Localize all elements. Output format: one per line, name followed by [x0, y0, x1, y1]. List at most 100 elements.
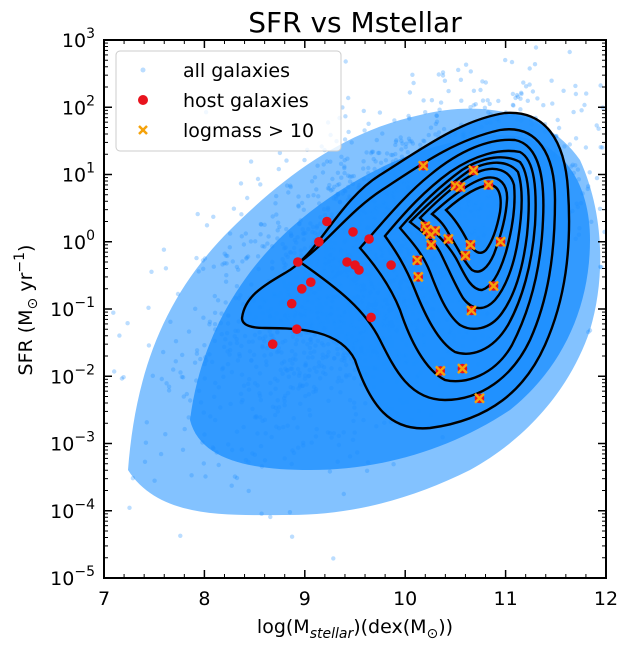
- logmass-point: [483, 179, 494, 191]
- cloud-point: [202, 343, 207, 348]
- cloud-point: [363, 401, 368, 406]
- cloud-point: [313, 343, 318, 348]
- logmass-point: [474, 392, 485, 404]
- logmass-point: [425, 239, 437, 251]
- cloud-point: [250, 451, 255, 456]
- cloud-point: [178, 533, 183, 538]
- cloud-point: [309, 179, 315, 184]
- cloud-point: [232, 474, 238, 479]
- cloud-point: [234, 337, 239, 342]
- cloud-point: [246, 381, 251, 387]
- cloud-point: [296, 203, 301, 208]
- cloud-point: [428, 125, 434, 130]
- contour-level-4: [383, 149, 537, 355]
- cloud-point: [307, 345, 313, 351]
- cloud-point: [239, 212, 244, 217]
- cloud-point: [280, 371, 285, 376]
- cloud-point: [573, 236, 578, 241]
- cloud-point: [297, 370, 302, 376]
- cloud-point: [288, 233, 294, 239]
- cloud-point: [441, 126, 447, 132]
- cloud-point: [219, 311, 224, 316]
- cloud-point: [296, 373, 302, 378]
- cloud-point: [220, 262, 225, 267]
- cloud-point: [480, 98, 486, 103]
- cloud-point: [258, 444, 264, 449]
- cloud-point: [173, 339, 179, 344]
- cloud-point: [434, 113, 439, 118]
- cloud-point: [312, 175, 318, 180]
- cloud-point: [168, 319, 173, 324]
- cloud-point: [247, 349, 253, 354]
- cloud-point: [399, 147, 404, 152]
- cloud-point: [180, 352, 185, 358]
- cloud-point: [281, 424, 286, 430]
- cloud-point: [406, 113, 411, 119]
- cloud-point: [434, 119, 440, 124]
- cloud-point: [248, 239, 254, 244]
- cloud-point: [264, 346, 270, 351]
- cloud-point: [409, 139, 414, 144]
- cloud-point: [335, 351, 340, 357]
- legend-label-logmass: logmass > 10: [183, 120, 314, 142]
- cloud-point: [392, 118, 397, 123]
- cloud-point: [198, 400, 204, 405]
- cloud-point: [258, 182, 263, 187]
- cloud-point: [289, 534, 295, 539]
- cloud-point: [291, 450, 297, 456]
- cloud-point: [255, 383, 260, 388]
- cloud-point: [433, 121, 439, 127]
- cloud-point: [570, 208, 575, 214]
- cloud-point: [575, 204, 581, 210]
- cloud-point: [349, 174, 354, 179]
- cloud-point: [321, 365, 327, 370]
- y-tick-label: 10−4: [50, 497, 95, 523]
- cloud-point: [343, 114, 348, 119]
- y-axis-label: SFR (M⊙ yr−1): [12, 245, 41, 376]
- cloud-point: [458, 77, 464, 83]
- cloud-point: [234, 264, 240, 270]
- cloud-point: [319, 341, 325, 346]
- cloud-point: [127, 505, 132, 510]
- cloud-point: [483, 80, 488, 85]
- cloud-point: [291, 356, 296, 361]
- cloud-point: [519, 91, 524, 97]
- logmass-point: [417, 160, 429, 172]
- cloud-point: [514, 92, 520, 98]
- logmass-point: [468, 165, 479, 176]
- cloud-point: [236, 296, 242, 301]
- cloud-point: [283, 338, 288, 344]
- cloud-point: [150, 373, 155, 378]
- cloud-point: [284, 368, 289, 373]
- cloud-point: [276, 426, 282, 431]
- cloud-point: [296, 386, 301, 391]
- cloud-point: [332, 356, 337, 361]
- cloud-point: [260, 336, 266, 341]
- cloud-point: [327, 182, 332, 188]
- cloud-point: [364, 468, 370, 473]
- cloud-point: [301, 440, 306, 445]
- cloud-point: [250, 406, 255, 412]
- cloud-point: [210, 445, 216, 450]
- cloud-point: [288, 231, 293, 236]
- cloud-point: [241, 383, 247, 388]
- cloud-point: [223, 279, 229, 284]
- cloud-point: [282, 265, 287, 270]
- cloud-point: [337, 199, 343, 205]
- cloud-point: [175, 291, 181, 297]
- cloud-point: [347, 454, 353, 459]
- cloud-point: [245, 195, 250, 201]
- cloud-point: [286, 190, 291, 195]
- cloud-point: [243, 457, 249, 463]
- cloud-point: [321, 370, 326, 375]
- cloud-point: [257, 393, 263, 399]
- cloud-point: [303, 373, 308, 378]
- host-galaxy-point: [366, 312, 376, 323]
- cloud-point: [344, 374, 349, 379]
- cloud-point: [410, 141, 416, 146]
- cloud-point: [342, 351, 347, 356]
- cloud-point: [298, 332, 304, 337]
- cloud-point: [594, 175, 600, 181]
- cloud-point: [339, 345, 344, 351]
- cloud-point: [308, 336, 313, 342]
